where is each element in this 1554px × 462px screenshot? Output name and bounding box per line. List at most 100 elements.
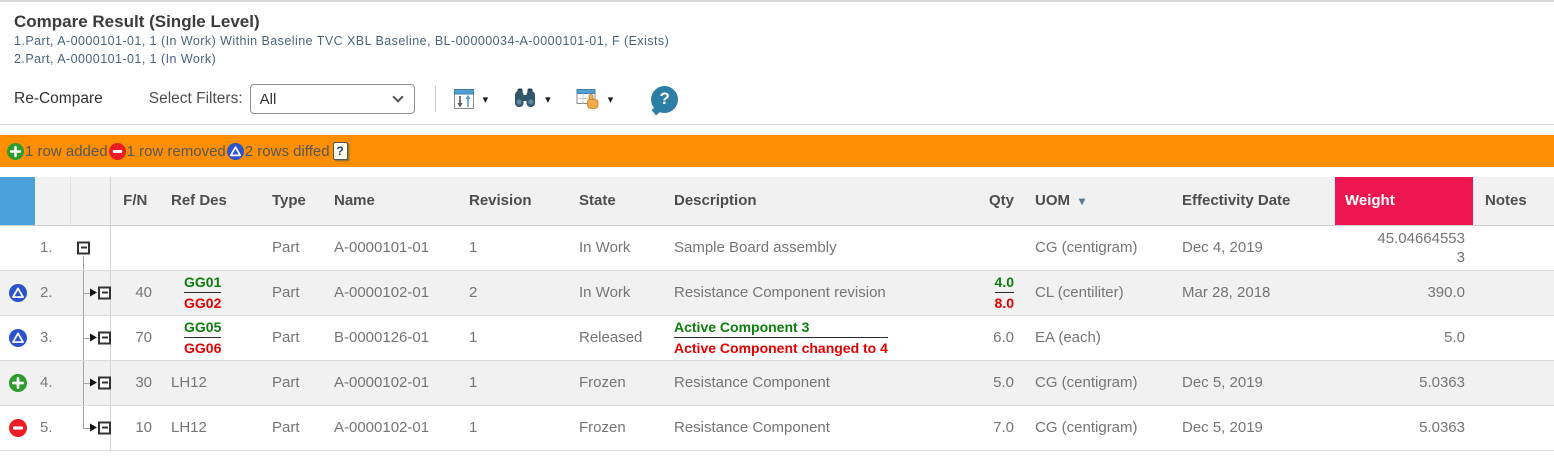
cell-description: Active Component 3 Active Component chang…	[652, 315, 962, 361]
whats-this-icon[interactable]: ?	[332, 142, 348, 160]
column-header-fn[interactable]: F/N	[110, 177, 160, 226]
cell-revision: 1	[447, 315, 557, 361]
cell-qty: 6.0	[962, 315, 1020, 361]
column-header-revision[interactable]: Revision	[447, 177, 557, 226]
cell-name: A-0000101-01	[312, 225, 447, 271]
cell-status	[0, 270, 35, 316]
sort-down-icon[interactable]: ▾	[1079, 194, 1086, 209]
row-added-icon	[7, 142, 24, 160]
collapse-box-icon[interactable]	[98, 331, 111, 344]
cell-effectivity-date: Dec 4, 2019	[1160, 225, 1335, 271]
column-header-weight[interactable]: Weight	[1335, 177, 1473, 226]
help-icon: ?	[659, 89, 670, 108]
added-icon	[0, 373, 35, 392]
diff-old-value: 4.0	[994, 273, 1014, 293]
compare-source-line-1: 1.Part, A-0000101-01, 1 (In Work) Within…	[14, 34, 670, 48]
tree-connector-tick	[83, 292, 90, 294]
cell-uom: CG (centigram)	[1020, 405, 1160, 451]
cell-qty: 4.0 8.0	[962, 270, 1020, 316]
collapse-box-icon[interactable]	[98, 421, 111, 434]
cell-revision: 2	[447, 270, 557, 316]
cell-revision: 1	[447, 360, 557, 406]
cell-refdes: LH12	[160, 360, 250, 406]
cell-state: Released	[557, 315, 652, 361]
cell-effectivity-date	[1160, 315, 1335, 361]
diff-new-value: GG02	[184, 295, 222, 311]
column-header-name[interactable]: Name	[312, 177, 447, 226]
expand-collapse-toggle[interactable]	[77, 241, 90, 254]
cell-revision: 1	[447, 225, 557, 271]
find-button[interactable]: ▾	[512, 86, 551, 112]
cell-uom: CL (centiliter)	[1020, 270, 1160, 316]
table-row[interactable]: 3. 70 GG05 GG06 Part B-0000126-01 1 Relea…	[0, 315, 1554, 361]
expand-collapse-toggle[interactable]	[90, 376, 111, 389]
table-row[interactable]: 4. 30 LH12 Part A-0000102-01 1 Frozen Re…	[0, 360, 1554, 406]
cell-name: A-0000102-01	[312, 270, 447, 316]
cell-qty	[962, 225, 1020, 271]
cell-fn	[110, 225, 160, 271]
cell-description: Resistance Component revision	[652, 270, 962, 316]
cell-name: A-0000102-01	[312, 405, 447, 451]
cell-notes	[1473, 225, 1554, 271]
cell-name: A-0000102-01	[312, 360, 447, 406]
column-header-description[interactable]: Description	[652, 177, 962, 226]
cell-status	[0, 315, 35, 361]
page-title: Compare Result (Single Level)	[14, 12, 260, 31]
cell-effectivity-date: Dec 5, 2019	[1160, 405, 1335, 451]
cell-type: Part	[250, 270, 312, 316]
cell-type: Part	[250, 225, 312, 271]
caret-down-icon[interactable]: ▾	[545, 93, 551, 106]
cell-type: Part	[250, 315, 312, 361]
diff-old-value: GG01	[184, 273, 222, 293]
cell-description: Resistance Component	[652, 360, 962, 406]
cell-notes	[1473, 360, 1554, 406]
cell-weight: 390.0	[1335, 270, 1473, 316]
expand-collapse-toggle[interactable]	[90, 286, 111, 299]
caret-down-icon[interactable]: ▾	[482, 93, 489, 106]
column-header-state[interactable]: State	[557, 177, 652, 226]
caret-down-icon[interactable]: ▾	[607, 93, 614, 106]
column-header-effectivity-date[interactable]: Effectivity Date	[1160, 177, 1335, 226]
column-arrange-button[interactable]: ▾	[452, 87, 489, 111]
table-action-button[interactable]: ▾	[575, 86, 614, 112]
filters-dropdown[interactable]: All	[249, 84, 415, 114]
cell-name: B-0000126-01	[312, 315, 447, 361]
status-column-header[interactable]	[0, 177, 35, 226]
cell-uom: CG (centigram)	[1020, 360, 1160, 406]
cell-weight: 5.0363	[1335, 360, 1473, 406]
cell-type: Part	[250, 360, 312, 406]
cell-fn: 30	[110, 360, 160, 406]
cell-state: Frozen	[557, 360, 652, 406]
cell-description: Resistance Component	[652, 405, 962, 451]
diff-old-value: GG05	[184, 318, 222, 338]
column-header-type[interactable]: Type	[250, 177, 312, 226]
toolbar: Re-Compare Select Filters: All ▾	[14, 83, 1554, 115]
cell-effectivity-date: Mar 28, 2018	[1160, 270, 1335, 316]
tree-column-header	[70, 177, 111, 226]
column-header-qty[interactable]: Qty	[962, 177, 1020, 226]
cell-weight: 45.046645533	[1335, 225, 1473, 271]
column-arrange-icon	[452, 87, 476, 111]
cell-type: Part	[250, 405, 312, 451]
table-row[interactable]: 5. 10 LH12 Part A-0000102-01 1 Frozen Re…	[0, 405, 1554, 451]
expand-collapse-toggle[interactable]	[90, 331, 111, 344]
table-row[interactable]: 1. Part A-0000101-01 1 In Work Sample Bo…	[0, 225, 1554, 271]
collapse-box-icon[interactable]	[98, 286, 111, 299]
cell-effectivity-date: Dec 5, 2019	[1160, 360, 1335, 406]
cell-rownum: 3.	[35, 315, 70, 361]
column-header-refdes[interactable]: Ref Des	[160, 177, 250, 226]
collapse-box-icon[interactable]	[77, 241, 90, 254]
removed-icon	[0, 418, 35, 437]
re-compare-button[interactable]: Re-Compare	[14, 90, 103, 107]
cell-status	[0, 360, 35, 406]
page-header: Compare Result (Single Level) 1.Part, A-…	[0, 2, 1554, 68]
table-row[interactable]: 2. 40 GG01 GG02 Part A-0000102-01 2 In Wo…	[0, 270, 1554, 316]
diff-new-value: GG06	[184, 340, 222, 356]
help-button[interactable]: ?	[651, 85, 679, 113]
cell-tree	[70, 225, 111, 271]
expand-collapse-toggle[interactable]	[90, 421, 111, 434]
cell-rownum: 2.	[35, 270, 70, 316]
column-header-uom[interactable]: UOM ▾	[1020, 177, 1160, 226]
collapse-box-icon[interactable]	[98, 376, 111, 389]
column-header-notes[interactable]: Notes	[1473, 177, 1554, 226]
